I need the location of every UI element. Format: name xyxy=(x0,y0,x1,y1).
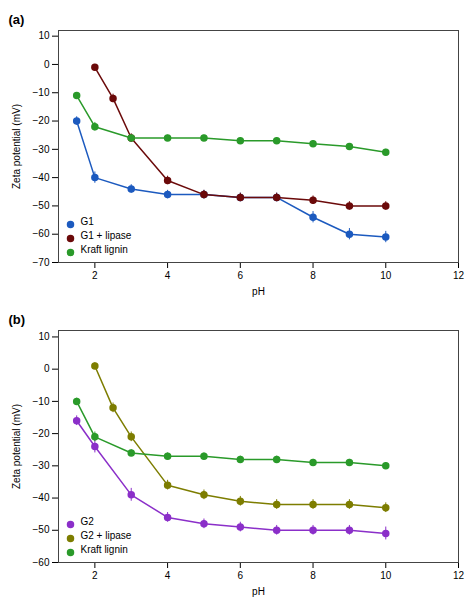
svg-text:0: 0 xyxy=(44,363,50,374)
svg-text:−10: −10 xyxy=(33,396,50,407)
svg-text:8: 8 xyxy=(310,570,316,581)
svg-text:−50: −50 xyxy=(33,524,50,535)
svg-text:G2: G2 xyxy=(81,516,95,527)
svg-text:6: 6 xyxy=(238,570,244,581)
svg-text:8: 8 xyxy=(310,270,316,281)
svg-text:10: 10 xyxy=(380,570,392,581)
svg-text:4: 4 xyxy=(165,270,171,281)
svg-text:−20: −20 xyxy=(33,428,50,439)
svg-text:Kraft lignin: Kraft lignin xyxy=(81,544,128,555)
svg-text:12: 12 xyxy=(453,570,465,581)
svg-text:−30: −30 xyxy=(33,144,50,155)
svg-text:(b): (b) xyxy=(9,312,26,327)
svg-text:4: 4 xyxy=(165,570,171,581)
svg-text:10: 10 xyxy=(380,270,392,281)
svg-text:G1 + lipase: G1 + lipase xyxy=(81,230,132,241)
svg-text:−60: −60 xyxy=(33,557,50,568)
svg-text:6: 6 xyxy=(238,270,244,281)
svg-text:2: 2 xyxy=(92,570,98,581)
svg-text:10: 10 xyxy=(38,30,50,41)
svg-text:pH: pH xyxy=(252,586,265,597)
svg-text:Kraft lignin: Kraft lignin xyxy=(81,244,128,255)
svg-text:G1: G1 xyxy=(81,216,95,227)
svg-text:0: 0 xyxy=(44,59,50,70)
svg-text:(a): (a) xyxy=(9,12,25,27)
svg-text:−30: −30 xyxy=(33,460,50,471)
svg-text:G2 + lipase: G2 + lipase xyxy=(81,530,132,541)
svg-text:Zeta potential (mV): Zeta potential (mV) xyxy=(11,404,22,489)
svg-text:−10: −10 xyxy=(33,87,50,98)
svg-text:2: 2 xyxy=(92,270,98,281)
svg-text:−20: −20 xyxy=(33,115,50,126)
svg-text:pH: pH xyxy=(252,286,265,297)
svg-text:Zeta potential (mV): Zeta potential (mV) xyxy=(11,104,22,189)
svg-text:10: 10 xyxy=(38,331,50,342)
svg-text:−40: −40 xyxy=(33,172,50,183)
svg-text:−50: −50 xyxy=(33,200,50,211)
svg-text:−60: −60 xyxy=(33,228,50,239)
svg-text:−70: −70 xyxy=(33,257,50,268)
svg-text:−40: −40 xyxy=(33,492,50,503)
svg-text:12: 12 xyxy=(453,270,465,281)
